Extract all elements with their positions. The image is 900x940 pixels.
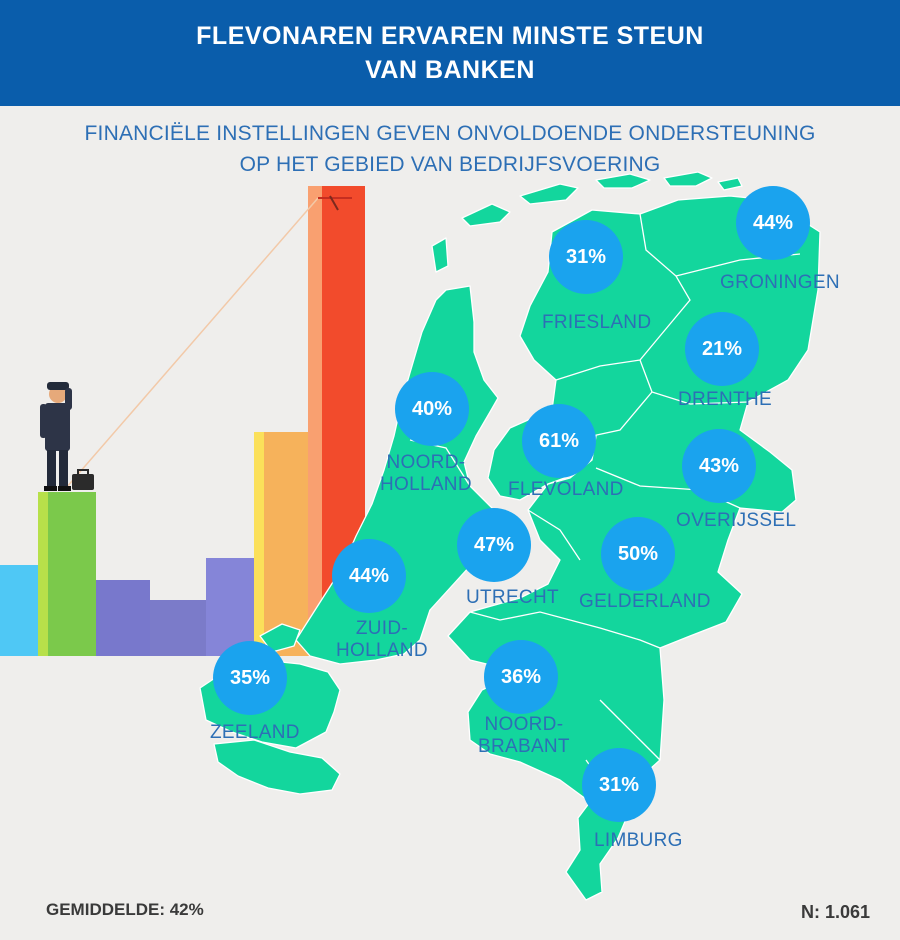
label-limburg-line: LIMBURG — [594, 830, 683, 851]
header-banner: FLEVONAREN ERVAREN MINSTE STEUN VAN BANK… — [0, 0, 900, 106]
businessman-figure — [40, 382, 72, 491]
label-drenthe: DRENTHE — [678, 389, 772, 411]
bubble-groningen: 44% — [736, 186, 810, 260]
bubble-zeeland: 35% — [213, 641, 287, 715]
bubble-gelderland: 50% — [601, 517, 675, 591]
label-overijssel-line: OVERIJSSEL — [676, 510, 797, 531]
label-groningen-line: GRONINGEN — [720, 272, 840, 293]
bubble-friesland: 31% — [549, 220, 623, 294]
label-noord-holland-line-1: NOORD- — [386, 452, 466, 473]
label-friesland-line: FRIESLAND — [542, 312, 652, 333]
subtitle: FINANCIËLE INSTELLINGEN GEVEN ONVOLDOEND… — [0, 118, 900, 180]
subtitle-line-1: FINANCIËLE INSTELLINGEN GEVEN ONVOLDOEND… — [84, 122, 816, 145]
label-utrecht: UTRECHT — [466, 587, 559, 609]
label-gelderland-line: GELDERLAND — [579, 591, 711, 612]
label-zuid-holland-line-2: HOLLAND — [336, 640, 428, 661]
label-overijssel: OVERIJSSEL — [676, 510, 796, 532]
label-noord-brabant-line-2: BRABANT — [478, 736, 570, 757]
bubble-zuid-holland: 44% — [332, 539, 406, 613]
label-flevoland-line: FLEVOLAND — [508, 479, 624, 500]
label-zeeland: ZEELAND — [210, 722, 300, 744]
label-friesland: FRIESLAND — [542, 312, 651, 334]
title-line-1: FLEVONAREN ERVAREN MINSTE STEUN — [196, 22, 704, 50]
label-noord-brabant-line-1: NOORD- — [484, 714, 564, 735]
label-zeeland-line: ZEELAND — [210, 722, 300, 743]
province-borders — [409, 213, 801, 801]
label-zuid-holland: ZUID- HOLLAND — [336, 618, 428, 662]
average-note: GEMIDDELDE: 42% — [46, 900, 204, 919]
bubble-utrecht: 47% — [457, 508, 531, 582]
label-noord-brabant: NOORD- BRABANT — [478, 714, 570, 758]
subtitle-line-2: OP HET GEBIED VAN BEDRIJFSVOERING — [239, 153, 661, 176]
briefcase-icon — [72, 469, 94, 490]
bubble-noord-brabant: 36% — [484, 640, 558, 714]
label-limburg: LIMBURG — [594, 830, 683, 852]
label-flevoland: FLEVOLAND — [508, 479, 624, 501]
label-gelderland: GELDERLAND — [579, 591, 711, 613]
label-zuid-holland-line-1: ZUID- — [355, 618, 408, 639]
label-noord-holland: NOORD- HOLLAND — [380, 452, 472, 496]
label-utrecht-line: UTRECHT — [466, 587, 559, 608]
label-drenthe-line: DRENTHE — [678, 389, 772, 410]
bar-chart-illustration — [0, 186, 365, 656]
sample-size-note: N: 1.061 — [800, 902, 870, 922]
title-line-2: VAN BANKEN — [365, 56, 535, 84]
bubble-drenthe: 21% — [685, 312, 759, 386]
label-groningen: GRONINGEN — [720, 272, 840, 294]
bubble-flevoland: 61% — [522, 404, 596, 478]
bubble-limburg: 31% — [582, 748, 656, 822]
bubble-overijssel: 43% — [682, 429, 756, 503]
bubble-noord-holland: 40% — [395, 372, 469, 446]
label-noord-holland-line-2: HOLLAND — [380, 474, 472, 495]
